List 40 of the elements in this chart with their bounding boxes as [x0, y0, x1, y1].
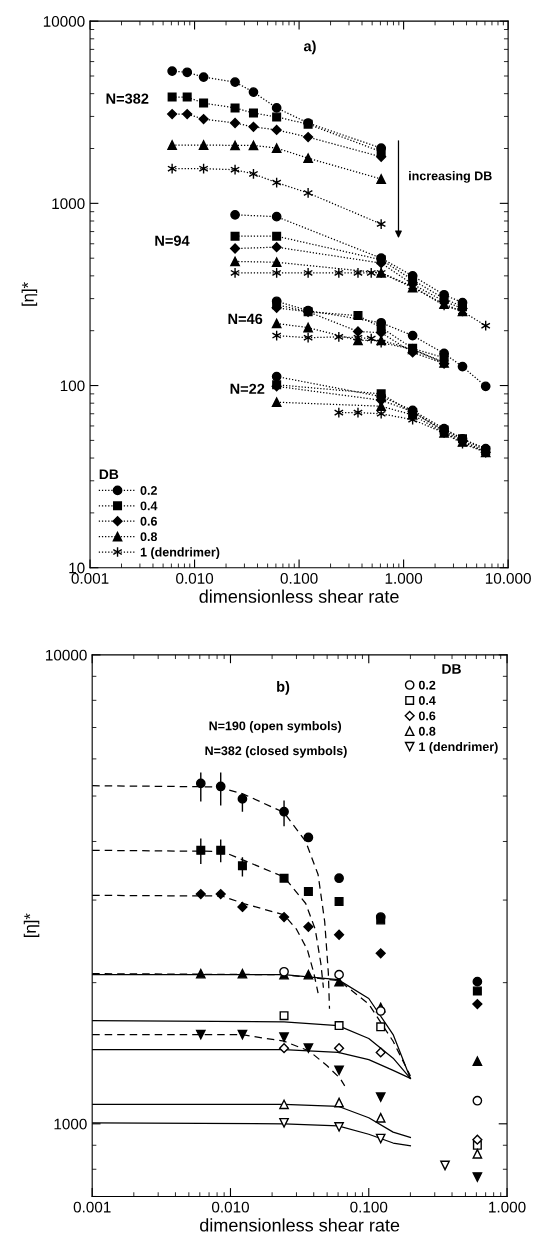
x-tick-label: 0.100	[350, 1201, 388, 1213]
legend-label: 0.4	[418, 696, 436, 705]
annotation: N=382 (closed symbols)	[205, 745, 347, 758]
x-tick-label: 0.010	[176, 572, 214, 584]
annotation: N=46	[228, 313, 263, 325]
annotation: b)	[277, 681, 290, 695]
y-tick-label: 100	[60, 380, 85, 392]
x-axis-title: dimensionless shear rate	[200, 1218, 400, 1232]
y-axis-title: [η]*	[23, 913, 40, 937]
x-tick-label: 0.001	[73, 1201, 111, 1213]
y-tick-label: 1000	[54, 1118, 87, 1130]
x-tick-label: 0.010	[211, 1201, 249, 1213]
annotation: N=22	[230, 383, 265, 394]
y-tick-label: 1000	[52, 198, 85, 210]
x-tick-label: 10.000	[485, 572, 531, 584]
legend-title: DB	[442, 664, 461, 674]
legend-label: 0.6	[418, 711, 436, 721]
legend-label: 0.2	[140, 486, 157, 495]
legend-title: DB	[99, 469, 119, 480]
x-axis-title: dimensionless shear rate	[199, 589, 399, 603]
annotation: N=94	[155, 235, 190, 246]
x-tick-label: 1.000	[489, 1201, 526, 1213]
annotation: N=382	[106, 93, 149, 104]
annotation: N=190 (open symbols)	[209, 721, 342, 733]
annotation: increasing DB	[409, 171, 492, 183]
y-tick-label: 10000	[43, 16, 85, 27]
legend-label: 0.8	[418, 726, 436, 736]
annotation: a)	[303, 40, 316, 55]
x-tick-label: 0.001	[71, 572, 109, 584]
y-tick-label: 10	[69, 562, 85, 574]
legend-label: 0.4	[140, 501, 158, 511]
x-tick-label: 0.100	[280, 572, 318, 584]
legend-label: 1 (dendrimer)	[419, 741, 498, 754]
legend-label: 0.2	[418, 680, 436, 690]
x-tick-label: 1.000	[385, 572, 423, 584]
legend-label: 0.8	[140, 532, 158, 542]
y-axis-title: [η]*	[21, 282, 38, 306]
y-tick-label: 10000	[46, 649, 87, 661]
legend-label: 0.6	[140, 516, 157, 526]
legend-label: 1 (dendrimer)	[140, 547, 220, 559]
